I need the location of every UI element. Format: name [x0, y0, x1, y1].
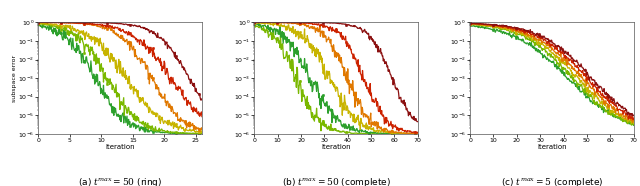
X-axis label: Iteration: Iteration	[106, 145, 135, 150]
Text: (c) $t^{max} = 5$ (complete): (c) $t^{max} = 5$ (complete)	[500, 176, 603, 186]
X-axis label: Iteration: Iteration	[321, 145, 351, 150]
X-axis label: Iteration: Iteration	[537, 145, 566, 150]
Y-axis label: subspace error: subspace error	[12, 54, 17, 102]
Text: (a) $t^{max} = 50$ (ring): (a) $t^{max} = 50$ (ring)	[78, 176, 163, 186]
Text: (b) $t^{max} = 50$ (complete): (b) $t^{max} = 50$ (complete)	[282, 176, 390, 186]
